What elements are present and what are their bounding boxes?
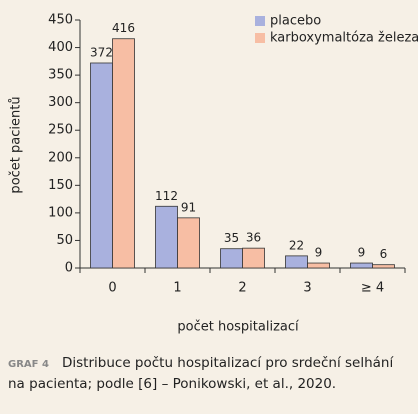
value-label: 9 (358, 246, 366, 260)
value-label: 22 (289, 238, 304, 252)
caption: na pacienta; podle [6] – Ponikowski, et … (8, 376, 336, 392)
y-tick-label: 200 (48, 150, 73, 165)
y-tick-label: 350 (48, 68, 73, 83)
y-tick-label: 100 (48, 205, 73, 220)
bar (350, 262, 373, 269)
y-tick-label: 0 (65, 261, 73, 276)
legend-label: placebo (270, 14, 321, 29)
x-tick-label: 2 (238, 281, 246, 296)
x-axis-label: počet hospitalizací (177, 320, 299, 335)
value-label: 36 (246, 231, 261, 245)
caption: Distribuce počtu hospitalizací pro srdeč… (62, 355, 394, 371)
bar (90, 62, 113, 269)
value-label: 372 (90, 45, 113, 59)
bar (242, 247, 265, 269)
legend-swatch (255, 33, 265, 43)
bar (220, 248, 243, 269)
x-tick-label: 3 (303, 281, 311, 296)
value-label: 91 (181, 200, 196, 214)
value-label: 112 (155, 189, 178, 203)
y-axis-label: počet pacientů (9, 96, 24, 193)
legend-swatch (255, 16, 265, 26)
y-tick-label: 250 (48, 123, 73, 138)
y-tick-label: 450 (48, 13, 73, 28)
bar (155, 205, 178, 269)
y-tick-label: 300 (48, 95, 73, 110)
y-tick-label: 400 (48, 40, 73, 55)
bar (307, 262, 330, 269)
value-label: 6 (380, 247, 388, 261)
value-label: 416 (112, 21, 135, 35)
bar (177, 217, 200, 269)
x-tick-label: 0 (108, 281, 116, 296)
value-label: 9 (315, 246, 323, 260)
legend-label: karboxymaltóza železa (270, 31, 418, 46)
caption-label: GRAF 4 (8, 359, 49, 370)
x-tick-label: ≥ 4 (361, 281, 384, 296)
bar (112, 38, 135, 269)
bar (285, 255, 308, 269)
y-tick-label: 150 (48, 178, 73, 193)
value-label: 35 (224, 231, 239, 245)
x-tick-label: 1 (173, 281, 181, 296)
y-tick-label: 50 (56, 233, 73, 248)
bar (372, 264, 395, 269)
